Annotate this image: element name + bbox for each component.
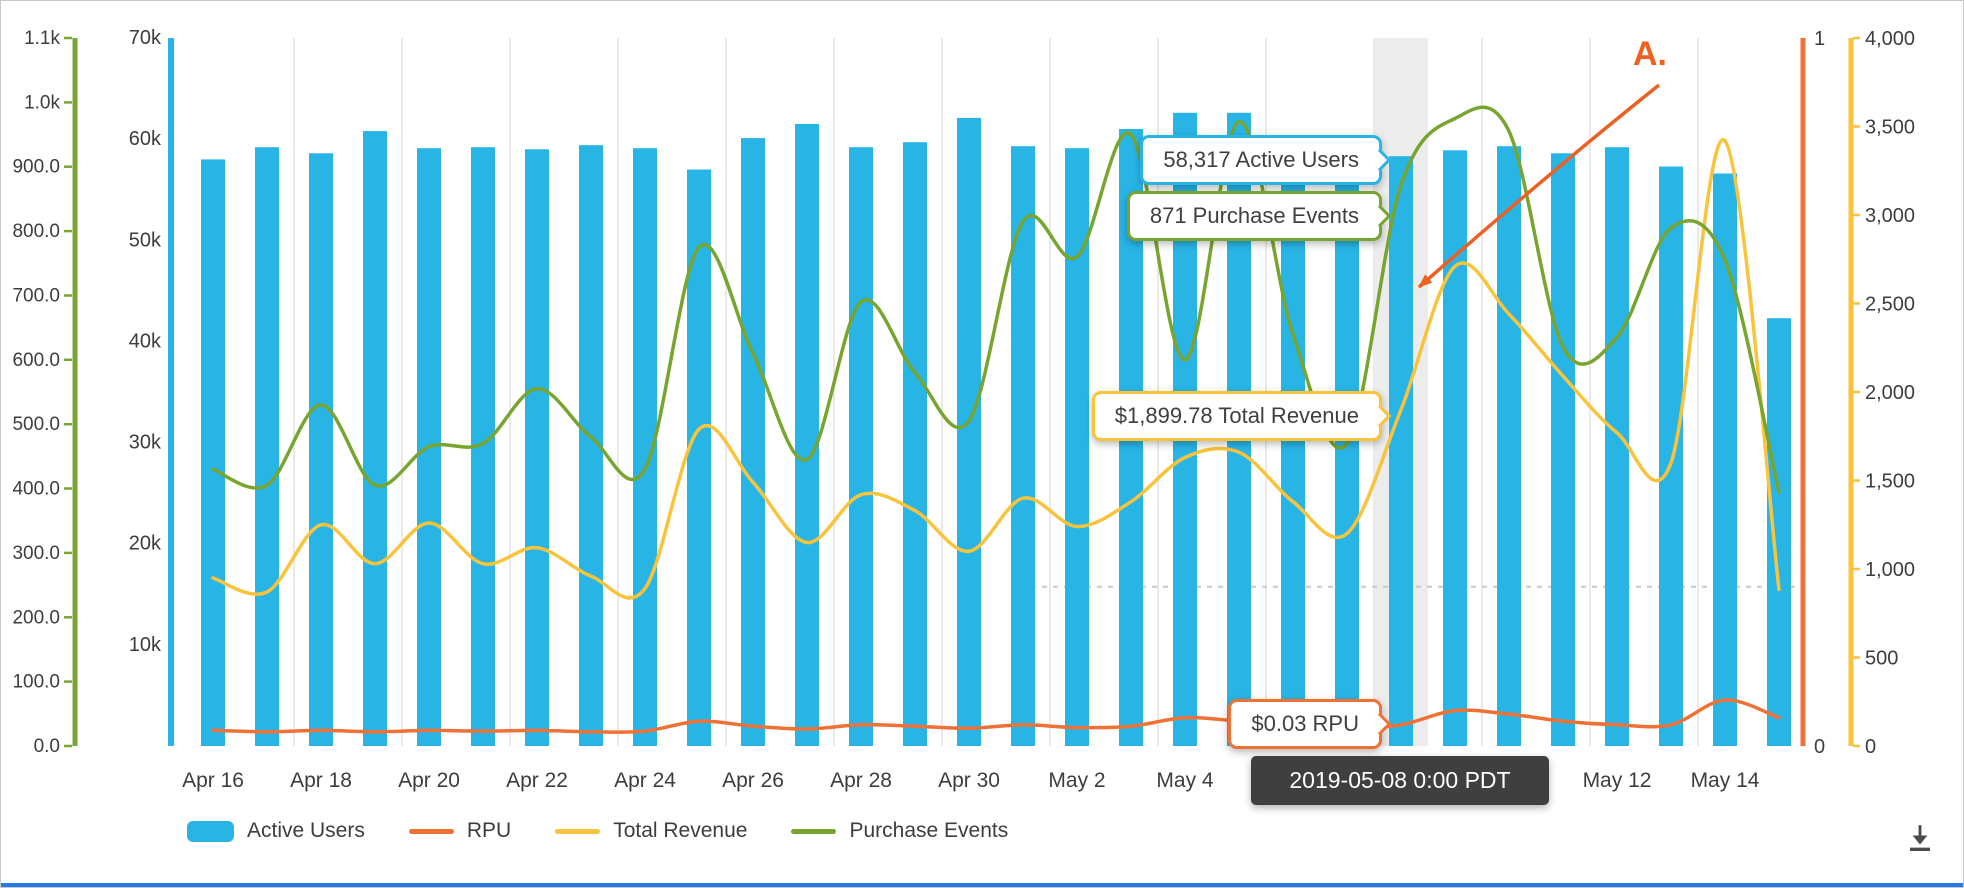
bar-apr-29 [903, 142, 927, 746]
bar-apr-18 [309, 153, 333, 747]
x-tick-label: Apr 30 [938, 769, 1000, 792]
bar-apr-26 [741, 138, 765, 747]
bar-may-10 [1497, 146, 1521, 746]
x-tick-label: Apr 20 [398, 769, 460, 792]
line-purchase-events[interactable] [211, 105, 1781, 494]
x-tick-label: May 2 [1048, 769, 1105, 792]
axes: 0.0 100.0 200.0 300.0 400.0 500.0 600.0 700.0 80… [12, 27, 1915, 758]
svg-text:2,500: 2,500 [1865, 294, 1915, 316]
svg-text:10k: 10k [129, 634, 162, 656]
svg-text:400.0: 400.0 [12, 479, 60, 500]
gridlines [293, 38, 1699, 746]
svg-text:0: 0 [1814, 736, 1825, 758]
bar-may-2 [1065, 148, 1089, 746]
legend-item-total-revenue[interactable]: Total Revenue [555, 819, 747, 843]
active-users-tooltip: 58,317 Active Users [1140, 135, 1382, 185]
line-rpu[interactable] [211, 698, 1781, 734]
x-tick-label: Apr 18 [290, 769, 352, 792]
total-revenue-line-marker [555, 828, 601, 834]
bar-may-13 [1659, 166, 1683, 746]
svg-text:1,000: 1,000 [1865, 559, 1915, 581]
active-users-swatch [187, 820, 234, 842]
legend-label-active-users: Active Users [247, 819, 365, 842]
x-tick-label: Apr 24 [614, 769, 676, 792]
x-tick-label: Apr 16 [182, 769, 244, 792]
svg-text:1.1k: 1.1k [24, 28, 60, 49]
legend-item-rpu[interactable]: RPU [408, 819, 512, 843]
bar-may-8 [1389, 156, 1413, 746]
x-tick-label: May 4 [1156, 769, 1214, 792]
bar-apr-16 [201, 159, 225, 746]
svg-text:30k: 30k [129, 432, 162, 454]
svg-text:40k: 40k [129, 330, 162, 352]
legend: Active Users RPU Total Revenue Purchase … [187, 819, 1008, 843]
x-tick-label: Apr 26 [722, 769, 784, 792]
svg-text:20k: 20k [129, 533, 162, 555]
bar-apr-19 [363, 131, 387, 747]
svg-text:200.0: 200.0 [12, 607, 60, 628]
active-users-bars[interactable] [201, 112, 1791, 747]
bar-apr-28 [849, 147, 873, 746]
svg-text:3,000: 3,000 [1865, 205, 1915, 227]
bottom-accent-bar [1, 883, 1963, 887]
svg-text:300.0: 300.0 [12, 543, 60, 564]
svg-text:2,000: 2,000 [1865, 382, 1915, 404]
svg-text:600.0: 600.0 [12, 350, 60, 371]
annotation-arrow [1417, 83, 1661, 289]
svg-text:500.0: 500.0 [12, 414, 60, 435]
svg-text:1.0k: 1.0k [24, 92, 60, 113]
x-tick-label: Apr 22 [506, 769, 568, 792]
download-icon [1910, 825, 1930, 852]
bar-may-12 [1605, 147, 1629, 746]
bar-may-9 [1443, 150, 1467, 747]
bar-may-6 [1281, 145, 1305, 746]
x-tick-label: May 12 [1583, 769, 1652, 792]
legend-item-active-users[interactable]: Active Users [187, 819, 365, 843]
svg-text:0: 0 [1865, 736, 1876, 758]
bar-apr-17 [255, 147, 279, 746]
legend-item-purchase-events[interactable]: Purchase Events [791, 819, 1008, 843]
bar-apr-27 [795, 124, 819, 746]
legend-label-rpu: RPU [466, 819, 512, 842]
annotation-a-label: A. [1633, 35, 1667, 73]
rpu-line-marker [408, 828, 454, 834]
purchase-events-line-marker [791, 828, 837, 834]
rpu-tooltip: $0.03 RPU [1228, 699, 1382, 749]
svg-text:800.0: 800.0 [12, 221, 60, 242]
svg-text:0.0: 0.0 [34, 736, 60, 757]
svg-text:500: 500 [1865, 648, 1898, 670]
bar-apr-30 [957, 117, 981, 746]
svg-text:60k: 60k [129, 128, 162, 150]
download-button[interactable] [1903, 821, 1937, 855]
bar-may-1 [1011, 146, 1035, 746]
purchase-events-tooltip: 871 Purchase Events [1126, 191, 1382, 241]
svg-text:1: 1 [1814, 28, 1825, 50]
svg-text:50k: 50k [129, 229, 162, 251]
line-total-revenue[interactable] [211, 138, 1781, 600]
svg-text:100.0: 100.0 [12, 672, 60, 693]
bar-may-11 [1551, 153, 1575, 747]
bar-apr-22 [525, 149, 549, 747]
svg-text:70k: 70k [129, 27, 162, 49]
total-revenue-tooltip: $1,899.78 Total Revenue [1091, 391, 1382, 441]
date-tooltip: 2019-05-08 0:00 PDT [1251, 756, 1549, 805]
legend-label-total-revenue: Total Revenue [613, 819, 748, 842]
svg-text:700.0: 700.0 [12, 285, 60, 306]
bar-apr-25 [687, 169, 711, 746]
svg-text:900.0: 900.0 [12, 157, 60, 178]
svg-text:1,500: 1,500 [1865, 471, 1915, 493]
svg-text:3,500: 3,500 [1865, 117, 1915, 139]
bar-may-14 [1713, 173, 1737, 746]
x-tick-label: Apr 28 [830, 769, 892, 792]
x-tick-label: May 14 [1691, 769, 1760, 792]
bar-may-15 [1767, 318, 1791, 746]
legend-label-purchase-events: Purchase Events [849, 819, 1009, 842]
svg-text:4,000: 4,000 [1865, 28, 1915, 50]
